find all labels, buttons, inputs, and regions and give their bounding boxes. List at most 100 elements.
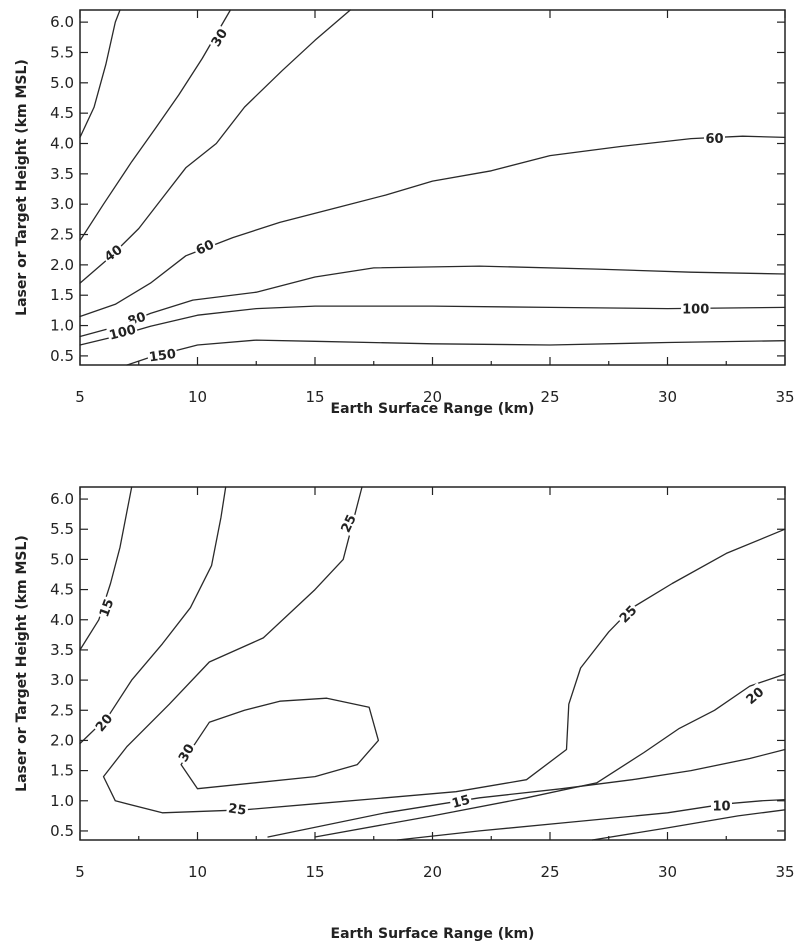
contour-label-mask	[711, 797, 732, 814]
contour-label-group: 100	[106, 320, 139, 344]
y-tick-label: 3.5	[50, 165, 74, 183]
contour-label: 25	[617, 603, 640, 626]
x-tick-label: 25	[540, 863, 559, 881]
x-axis-title: Earth Surface Range (km)	[331, 926, 535, 942]
y-tick-label: 3.0	[50, 195, 74, 213]
y-tick-label: 3.0	[50, 671, 74, 689]
contour-label-mask	[146, 344, 179, 365]
y-tick-label: 1.5	[50, 762, 74, 780]
contour-label-group: 10	[711, 797, 732, 815]
contour-label-group: 15	[94, 595, 117, 621]
y-tick-label: 5.5	[50, 520, 74, 538]
contour-label-mask	[206, 24, 232, 51]
y-tick-label: 1.0	[50, 792, 74, 810]
contour-label: 30	[209, 26, 231, 49]
y-tick-label: 0.5	[50, 822, 74, 840]
y-tick-label: 4.5	[50, 581, 74, 599]
y-tick-label: 6.0	[50, 13, 74, 31]
contour-label-mask	[90, 709, 117, 736]
x-tick-label: 5	[75, 388, 85, 406]
contour-label-mask	[448, 790, 473, 812]
contour-label: 25	[227, 801, 247, 818]
y-tick-label: 3.5	[50, 641, 74, 659]
contour-label: 60	[705, 132, 723, 147]
contour-label-group: 15	[448, 790, 473, 812]
contour-line-80	[79, 265, 786, 338]
contour-label-group: 30	[206, 24, 232, 51]
contour-label-mask	[191, 235, 218, 259]
contour-label-group: 60	[704, 130, 725, 147]
contour-label-group: 100	[680, 300, 711, 318]
y-axis-title: Laser or Target Height (km MSL)	[14, 535, 30, 792]
x-tick-label: 25	[540, 388, 559, 406]
x-tick-label: 30	[658, 863, 677, 881]
contour-label-mask	[680, 300, 711, 317]
contour-line-25	[102, 486, 786, 814]
contour-line-10	[396, 798, 786, 841]
contour-label-mask	[106, 320, 139, 343]
x-tick-label: 15	[305, 388, 324, 406]
x-tick-label: 10	[188, 863, 207, 881]
contour-label-mask	[614, 600, 641, 627]
contour-label-mask	[704, 130, 725, 146]
x-tick-label: 35	[775, 863, 794, 881]
contour-label-group: 20	[90, 709, 117, 736]
contour-label: 15	[97, 597, 117, 619]
contour-label-group: 150	[146, 344, 179, 366]
y-tick-label: 1.0	[50, 317, 74, 335]
y-tick-label: 5.5	[50, 43, 74, 61]
contour-label: 150	[148, 347, 177, 366]
contour-label: 60	[194, 237, 217, 258]
contour-label-mask	[173, 739, 198, 766]
contour-label: 100	[108, 322, 138, 343]
contour-label-mask	[94, 595, 117, 621]
plot-frame	[79, 486, 786, 841]
contour-label: 25	[339, 512, 360, 535]
contour-line-30	[180, 697, 380, 790]
y-axis-title: Laser or Target Height (km MSL)	[14, 59, 30, 316]
y-tick-label: 2.0	[50, 256, 74, 274]
y-tick-label: 5.0	[50, 74, 74, 92]
contour-line-20	[79, 9, 121, 139]
contour-line-20	[79, 486, 227, 745]
plot-frame	[79, 9, 786, 366]
contour-line-10	[591, 809, 786, 841]
contour-label: 20	[93, 712, 116, 736]
x-tick-label: 30	[658, 388, 677, 406]
y-tick-label: 0.5	[50, 347, 74, 365]
contour-line-100	[79, 305, 786, 346]
y-tick-label: 4.0	[50, 611, 74, 629]
x-tick-label: 5	[75, 863, 85, 881]
contour-line-20	[314, 673, 786, 838]
contour-line-30	[79, 9, 232, 242]
contour-label-group: 60	[191, 235, 218, 259]
x-tick-label: 15	[305, 863, 324, 881]
contour-label-group: 25	[336, 510, 360, 537]
y-tick-label: 5.0	[50, 550, 74, 568]
contour-line-60	[79, 135, 786, 318]
y-tick-label: 4.5	[50, 104, 74, 122]
y-tick-label: 2.0	[50, 731, 74, 749]
contour-label: 15	[450, 793, 471, 812]
x-axis-title: Earth Surface Range (km)	[331, 401, 535, 417]
contour-label-group: 25	[225, 799, 249, 819]
contour-label-mask	[99, 240, 127, 266]
contour-label-mask	[336, 510, 360, 537]
y-tick-label: 6.0	[50, 490, 74, 508]
x-tick-label: 20	[423, 863, 442, 881]
contour-label-mask	[225, 799, 249, 818]
contour-label: 100	[682, 303, 709, 318]
contour-line-40	[79, 9, 351, 284]
x-tick-label: 20	[423, 388, 442, 406]
x-tick-label: 10	[188, 388, 207, 406]
y-tick-label: 4.0	[50, 135, 74, 153]
y-tick-label: 2.5	[50, 701, 74, 719]
contour-line-15	[79, 486, 133, 651]
contour-label: 10	[712, 800, 730, 815]
contour-label-group: 20	[741, 682, 768, 709]
x-tick-label: 35	[775, 388, 794, 406]
y-tick-label: 2.5	[50, 226, 74, 244]
